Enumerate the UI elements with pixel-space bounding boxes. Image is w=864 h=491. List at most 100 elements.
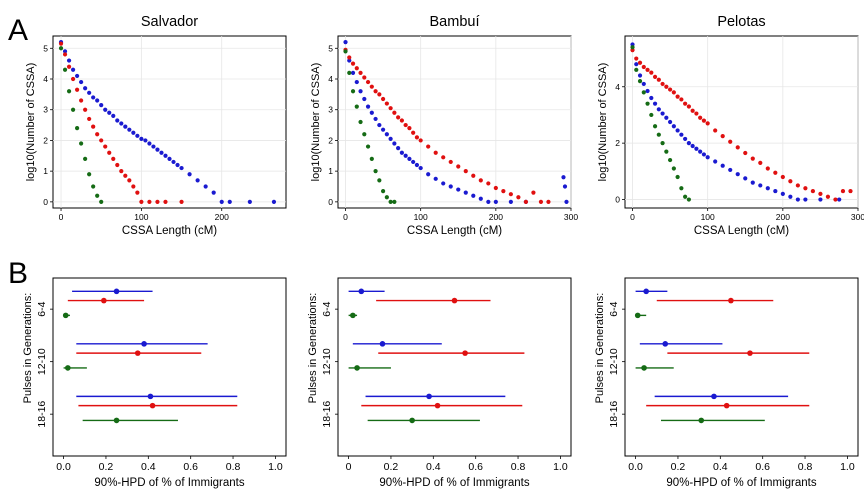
data-point: [111, 113, 116, 118]
data-point: [743, 176, 748, 181]
data-point: [115, 162, 120, 168]
data-point: [380, 189, 386, 194]
data-point: [343, 40, 348, 45]
data-point: [75, 73, 80, 79]
chart-title: Bambuí: [430, 14, 480, 30]
data-point: [701, 118, 707, 123]
category-label: 6-4: [36, 301, 48, 316]
data-point: [649, 70, 654, 75]
data-point: [690, 108, 695, 113]
data-point: [373, 116, 378, 122]
data-point: [380, 127, 386, 132]
data-point: [388, 136, 393, 141]
data-point: [139, 199, 144, 204]
data-point: [660, 111, 665, 116]
data-point: [155, 199, 160, 204]
data-point: [720, 163, 725, 168]
data-point: [358, 70, 363, 75]
data-point: [671, 166, 676, 171]
data-point: [649, 112, 654, 118]
data-point: [139, 136, 144, 141]
data-point: [414, 162, 420, 168]
data-point: [667, 157, 673, 163]
data-point: [358, 119, 363, 125]
data-point: [380, 96, 386, 102]
data-point: [396, 146, 401, 151]
x-tick-label: 0.6: [183, 461, 198, 473]
data-point: [418, 165, 423, 171]
data-point: [384, 195, 389, 200]
hpd-mean-blue: [643, 288, 649, 295]
data-point: [561, 175, 566, 180]
data-point: [91, 184, 96, 189]
data-point: [652, 101, 658, 106]
data-point: [343, 49, 348, 54]
hpd-mean-green: [634, 312, 641, 319]
chart-1: 0 100 200 300 0 1 2 3 4 5 Bambuí CSSA Length (cM) lo…: [310, 14, 578, 237]
data-point: [399, 118, 404, 123]
data-point: [538, 199, 544, 204]
data-point: [350, 61, 356, 66]
series-blue: [58, 40, 277, 204]
x-tick-label: 100: [414, 212, 428, 222]
data-point: [486, 181, 491, 186]
data-point: [347, 55, 352, 60]
category-label: 12-10: [36, 348, 48, 375]
category-label: 6-4: [321, 301, 333, 316]
data-point: [127, 127, 132, 132]
x-tick-label: 0.4: [713, 461, 728, 473]
data-point: [411, 130, 416, 135]
data-point: [645, 88, 650, 94]
data-point: [660, 141, 665, 146]
y-axis-title: log10(Number of CSSA): [310, 63, 322, 182]
data-point: [679, 186, 684, 191]
y-axis-title: log10(Number of CSSA): [597, 63, 609, 182]
y-tick-label: 1: [328, 166, 333, 176]
category-label: 12-10: [608, 348, 620, 375]
data-point: [690, 143, 695, 149]
data-point: [641, 81, 646, 87]
data-point: [426, 144, 431, 149]
data-point: [111, 156, 116, 161]
data-point: [683, 101, 688, 106]
data-point: [377, 122, 382, 128]
data-point: [75, 126, 80, 131]
y-tick-label: 2: [328, 135, 333, 145]
x-axis-title: 90%-HPD of % of Immigrants: [666, 477, 816, 489]
x-tick-label: 0.4: [426, 461, 441, 473]
x-tick-label: 300: [564, 212, 578, 222]
y-tick-label: 4: [615, 82, 620, 92]
plot-area: [52, 35, 287, 209]
data-point: [686, 104, 691, 109]
data-point: [667, 87, 673, 92]
data-point: [765, 166, 770, 171]
data-point: [652, 74, 658, 79]
data-point: [131, 184, 136, 189]
data-point: [62, 52, 68, 57]
data-point: [58, 46, 64, 51]
data-point: [70, 67, 76, 72]
data-point: [637, 79, 643, 84]
data-point: [171, 159, 176, 165]
series-red: [58, 41, 184, 204]
data-point: [637, 60, 643, 65]
data-point: [175, 162, 180, 168]
data-point: [780, 174, 785, 180]
data-point: [227, 199, 232, 204]
data-point: [645, 67, 650, 72]
x-tick-label: 1.0: [840, 461, 855, 473]
data-point: [675, 174, 680, 180]
data-point: [388, 199, 393, 204]
x-tick-label: 0: [630, 212, 635, 222]
data-point: [664, 115, 669, 120]
data-point: [107, 110, 112, 115]
data-point: [441, 181, 446, 186]
data-point: [508, 192, 513, 197]
data-point: [83, 156, 88, 161]
plot-area: [624, 277, 859, 457]
y-axis-title: Pulses in Generations:: [594, 293, 606, 404]
data-point: [810, 188, 816, 194]
data-point: [95, 132, 100, 137]
